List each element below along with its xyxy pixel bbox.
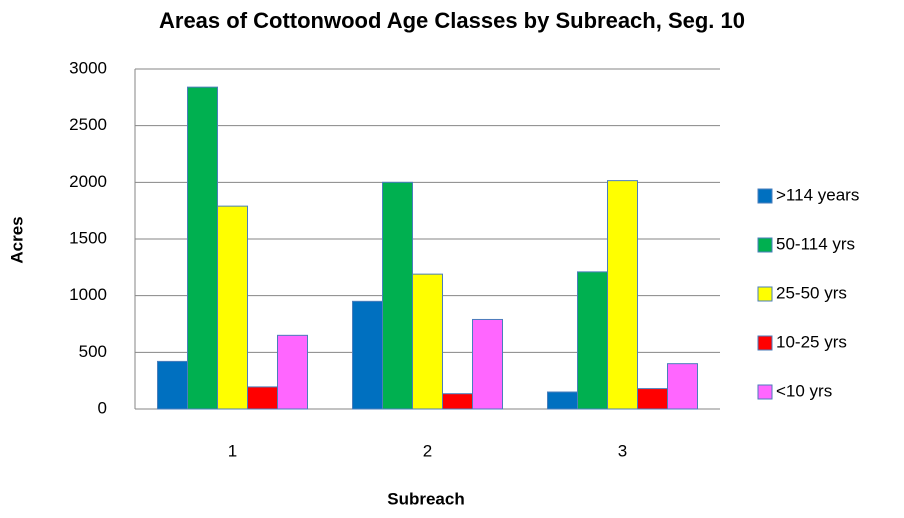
bar: [352, 300, 383, 410]
y-tick-label: 2000: [69, 172, 107, 191]
legend-label: 25-50 yrs: [776, 283, 847, 302]
legend-label: 50-114 yrs: [776, 234, 855, 253]
y-tick-label: 0: [98, 398, 107, 417]
bar: [217, 205, 248, 410]
x-axis-title: Subreach: [387, 489, 464, 508]
y-axis-title: Acres: [7, 216, 26, 263]
y-tick-label: 1500: [69, 228, 107, 247]
bar: [607, 180, 638, 410]
bar: [472, 318, 503, 410]
legend-label: <10 yrs: [776, 381, 832, 400]
y-tick-label: 500: [79, 342, 107, 361]
bar: [442, 393, 473, 410]
bar: [637, 388, 668, 410]
bar: [247, 386, 278, 410]
y-tick-label: 3000: [69, 58, 107, 77]
bar: [667, 363, 698, 410]
bar: [577, 271, 608, 410]
legend-swatch: [757, 188, 773, 204]
legend-label: >114 years: [776, 185, 859, 204]
bar: [157, 360, 188, 410]
x-tick-label: 3: [618, 441, 627, 460]
bar: [187, 86, 218, 410]
y-tick-label: 2500: [69, 115, 107, 134]
legend-swatch: [757, 384, 773, 400]
x-tick-label: 2: [423, 441, 432, 460]
bar: [547, 391, 578, 410]
legend-swatch: [757, 335, 773, 351]
legend-swatch: [757, 237, 773, 253]
bar: [412, 273, 443, 410]
y-tick-label: 1000: [69, 285, 107, 304]
bar: [382, 181, 413, 410]
chart-title: Areas of Cottonwood Age Classes by Subre…: [159, 8, 745, 33]
bar: [277, 334, 308, 410]
legend-label: 10-25 yrs: [776, 332, 847, 351]
legend-swatch: [757, 286, 773, 302]
x-tick-label: 1: [228, 441, 237, 460]
